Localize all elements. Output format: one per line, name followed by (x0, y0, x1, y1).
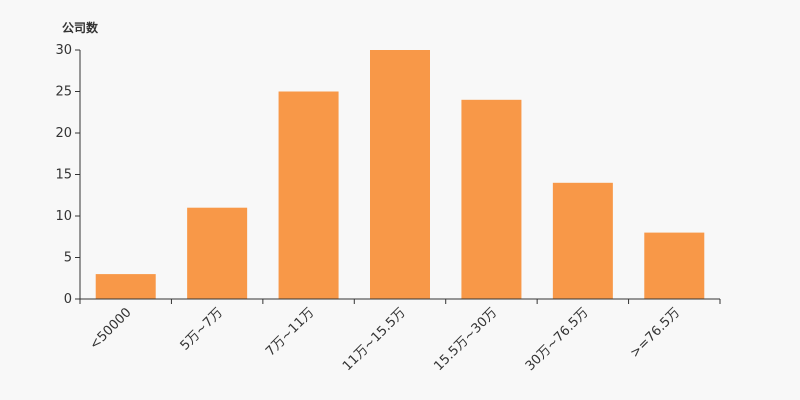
y-tick-label: 0 (64, 292, 72, 307)
x-tick-label: 30万~76.5万 (523, 305, 592, 374)
x-tick-label: 11万~15.5万 (340, 305, 409, 374)
y-tick-label: 10 (55, 209, 72, 224)
bar (644, 232, 705, 299)
bar (278, 91, 339, 299)
bar (552, 182, 613, 299)
y-axis-title: 公司数 (62, 20, 99, 35)
x-tick-label: <50000 (87, 305, 135, 353)
y-tick-label: 15 (55, 168, 72, 183)
y-tick-label: 30 (55, 43, 72, 58)
x-tick-label: 5万~7万 (178, 305, 226, 353)
y-tick-label: 5 (64, 251, 72, 266)
y-tick-label: 25 (55, 85, 72, 100)
bars (95, 50, 705, 299)
x-tick-label: 7万~11万 (263, 305, 317, 359)
x-tick-label: 15.5万~30万 (431, 305, 500, 374)
bar (370, 50, 430, 299)
x-axis: <50000 5万~7万 7万~11万 11万~15.5万 15.5万~30万 30万~7… (79, 298, 721, 374)
y-axis: 0 5 10 15 20 25 30 (55, 43, 81, 307)
bar (95, 274, 156, 299)
x-tick-label: >=76.5万 (627, 305, 683, 361)
y-tick-label: 20 (55, 126, 72, 141)
bar (187, 207, 248, 299)
bar (461, 99, 522, 299)
